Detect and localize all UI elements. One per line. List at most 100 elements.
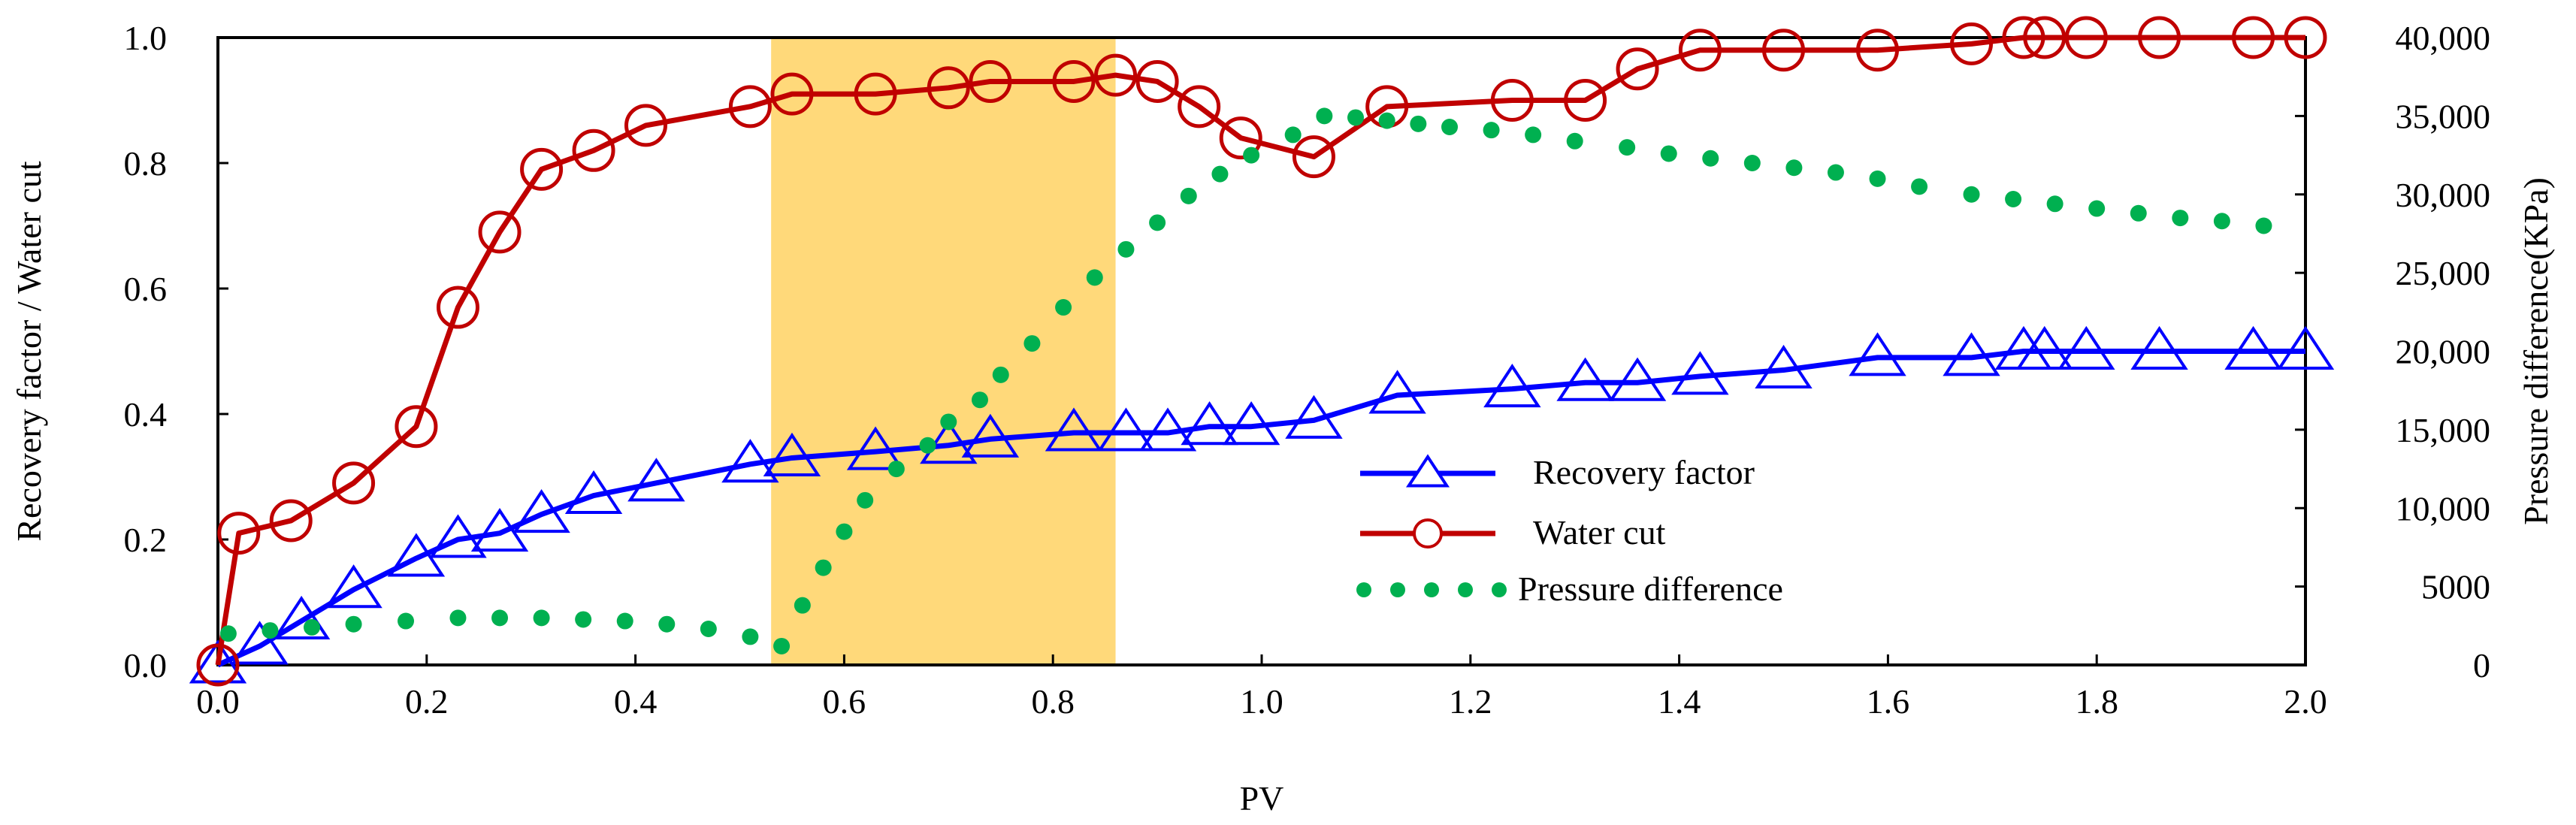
data-point-dot [919,437,936,454]
x-tick-label: 2.0 [2284,682,2327,721]
data-point-dot [836,523,853,540]
data-point-circle [2284,16,2327,59]
data-point-dot [1566,132,1583,150]
x-tick-label: 0.4 [614,682,658,721]
data-point-dot [794,597,811,614]
data-point-dot [1483,122,1500,139]
data-point-dot [1525,126,1542,144]
y2-tick-label: 40,000 [2396,19,2491,57]
y2-tick-label: 25,000 [2396,254,2491,292]
y-axis-left-title: Recovery factor / Water cut [10,161,48,542]
data-point-dot [2005,191,2022,208]
data-point-dot [616,612,633,630]
data-point-circle [520,147,564,191]
data-point-dot [1023,335,1041,352]
data-point-triangle [1181,401,1238,446]
data-point-dot [742,628,759,645]
data-point-dot [1149,214,1166,231]
data-point-circle [2023,16,2067,59]
data-point-dot [1660,145,1677,162]
data-point-dot [533,609,550,627]
data-point-dot [857,491,874,509]
data-point-circle [332,461,376,505]
data-point-circle [854,72,897,116]
data-point-dot [815,559,832,576]
data-point-triangle [1285,394,1343,439]
legend-dot [1356,582,1371,597]
y2-tick-label: 5000 [2421,568,2490,606]
y2-tick-label: 15,000 [2396,411,2491,449]
series-recovery-factor [189,325,2335,684]
data-point-circle [624,104,667,147]
data-point-circle [969,59,1012,103]
data-point-circle [1678,29,1722,72]
legend-label-pressure-difference: Pressure difference [1518,570,1783,608]
data-point-circle [1490,79,1534,122]
data-point-dot [345,615,362,633]
x-tick-label: 0.2 [405,682,449,721]
data-point-dot [1180,187,1197,204]
data-point-dot [1827,164,1844,181]
data-point-dot [1211,165,1229,183]
x-axis: 0.0 0.2 0.4 0.6 0.8 1.0 1.2 1.4 1.6 1.8 2.0 [196,654,2327,721]
data-point-dot [2213,213,2230,230]
x-tick-label: 0.8 [1031,682,1075,721]
data-point-circle [1856,29,1900,72]
data-point-dot [1243,147,1260,164]
data-point-circle [478,210,522,254]
x-axis-title: PV [1240,779,1284,817]
data-point-dot [1055,299,1072,316]
data-point-dot [1441,118,1459,135]
data-point-circle [1950,22,1994,65]
data-point-dot [1378,112,1395,129]
legend-marker-circle [1413,518,1443,548]
y-axis-right-title: Pressure difference(KPa) [2517,177,2555,525]
data-point-circle [1135,59,1179,103]
data-point-circle [2064,16,2108,59]
data-point-dot [575,611,592,628]
data-point-triangle [564,470,623,515]
data-point-circle [1616,47,1659,91]
legend-label-recovery-factor: Recovery factor [1533,453,1755,491]
data-point-dot [2255,217,2272,234]
y2-tick-label: 20,000 [2396,333,2491,371]
data-point-dot [1785,159,1803,177]
data-point-dot [1117,240,1135,258]
series-pressure-difference [219,107,2272,654]
data-point-triangle [2224,325,2282,370]
y2-tick-label: 35,000 [2396,97,2491,135]
data-point-dot [2172,210,2189,227]
x-tick-label: 1.4 [1658,682,1701,721]
data-point-circle [2232,16,2275,59]
data-point-dot [1911,178,1928,195]
data-point-dot [1410,115,1427,132]
data-point-dot [219,625,237,642]
data-point-circle [1219,116,1262,160]
data-point-triangle [1097,407,1155,452]
x-tick-label: 0.6 [823,682,866,721]
y-tick-label: 1.0 [124,19,168,57]
data-point-dot [1347,109,1365,126]
data-point-circle [217,512,261,555]
y-axis-left: 0.0 0.2 0.4 0.6 0.8 1.0 [124,19,228,684]
data-point-circle [728,85,772,128]
data-point-circle [436,286,479,329]
data-point-dot [1869,170,1886,187]
data-point-circle [1178,85,1221,128]
legend-dot [1458,582,1473,597]
data-point-dot [700,620,717,637]
data-point-circle [1094,53,1138,97]
data-point-dot [304,618,321,636]
data-point-circle [269,499,313,542]
data-point-triangle [1943,332,2000,376]
data-point-triangle [1222,401,1280,446]
data-point-triangle [1671,351,1729,395]
legend-label-water-cut: Water cut [1533,513,1666,552]
data-point-triangle [2130,325,2188,370]
data-point-dot [1619,139,1636,156]
data-point-circle [395,405,438,449]
legend-swatch-pressure-difference [1356,582,1507,597]
x-tick-label: 1.2 [1449,682,1492,721]
data-point-triangle [1849,332,1906,376]
